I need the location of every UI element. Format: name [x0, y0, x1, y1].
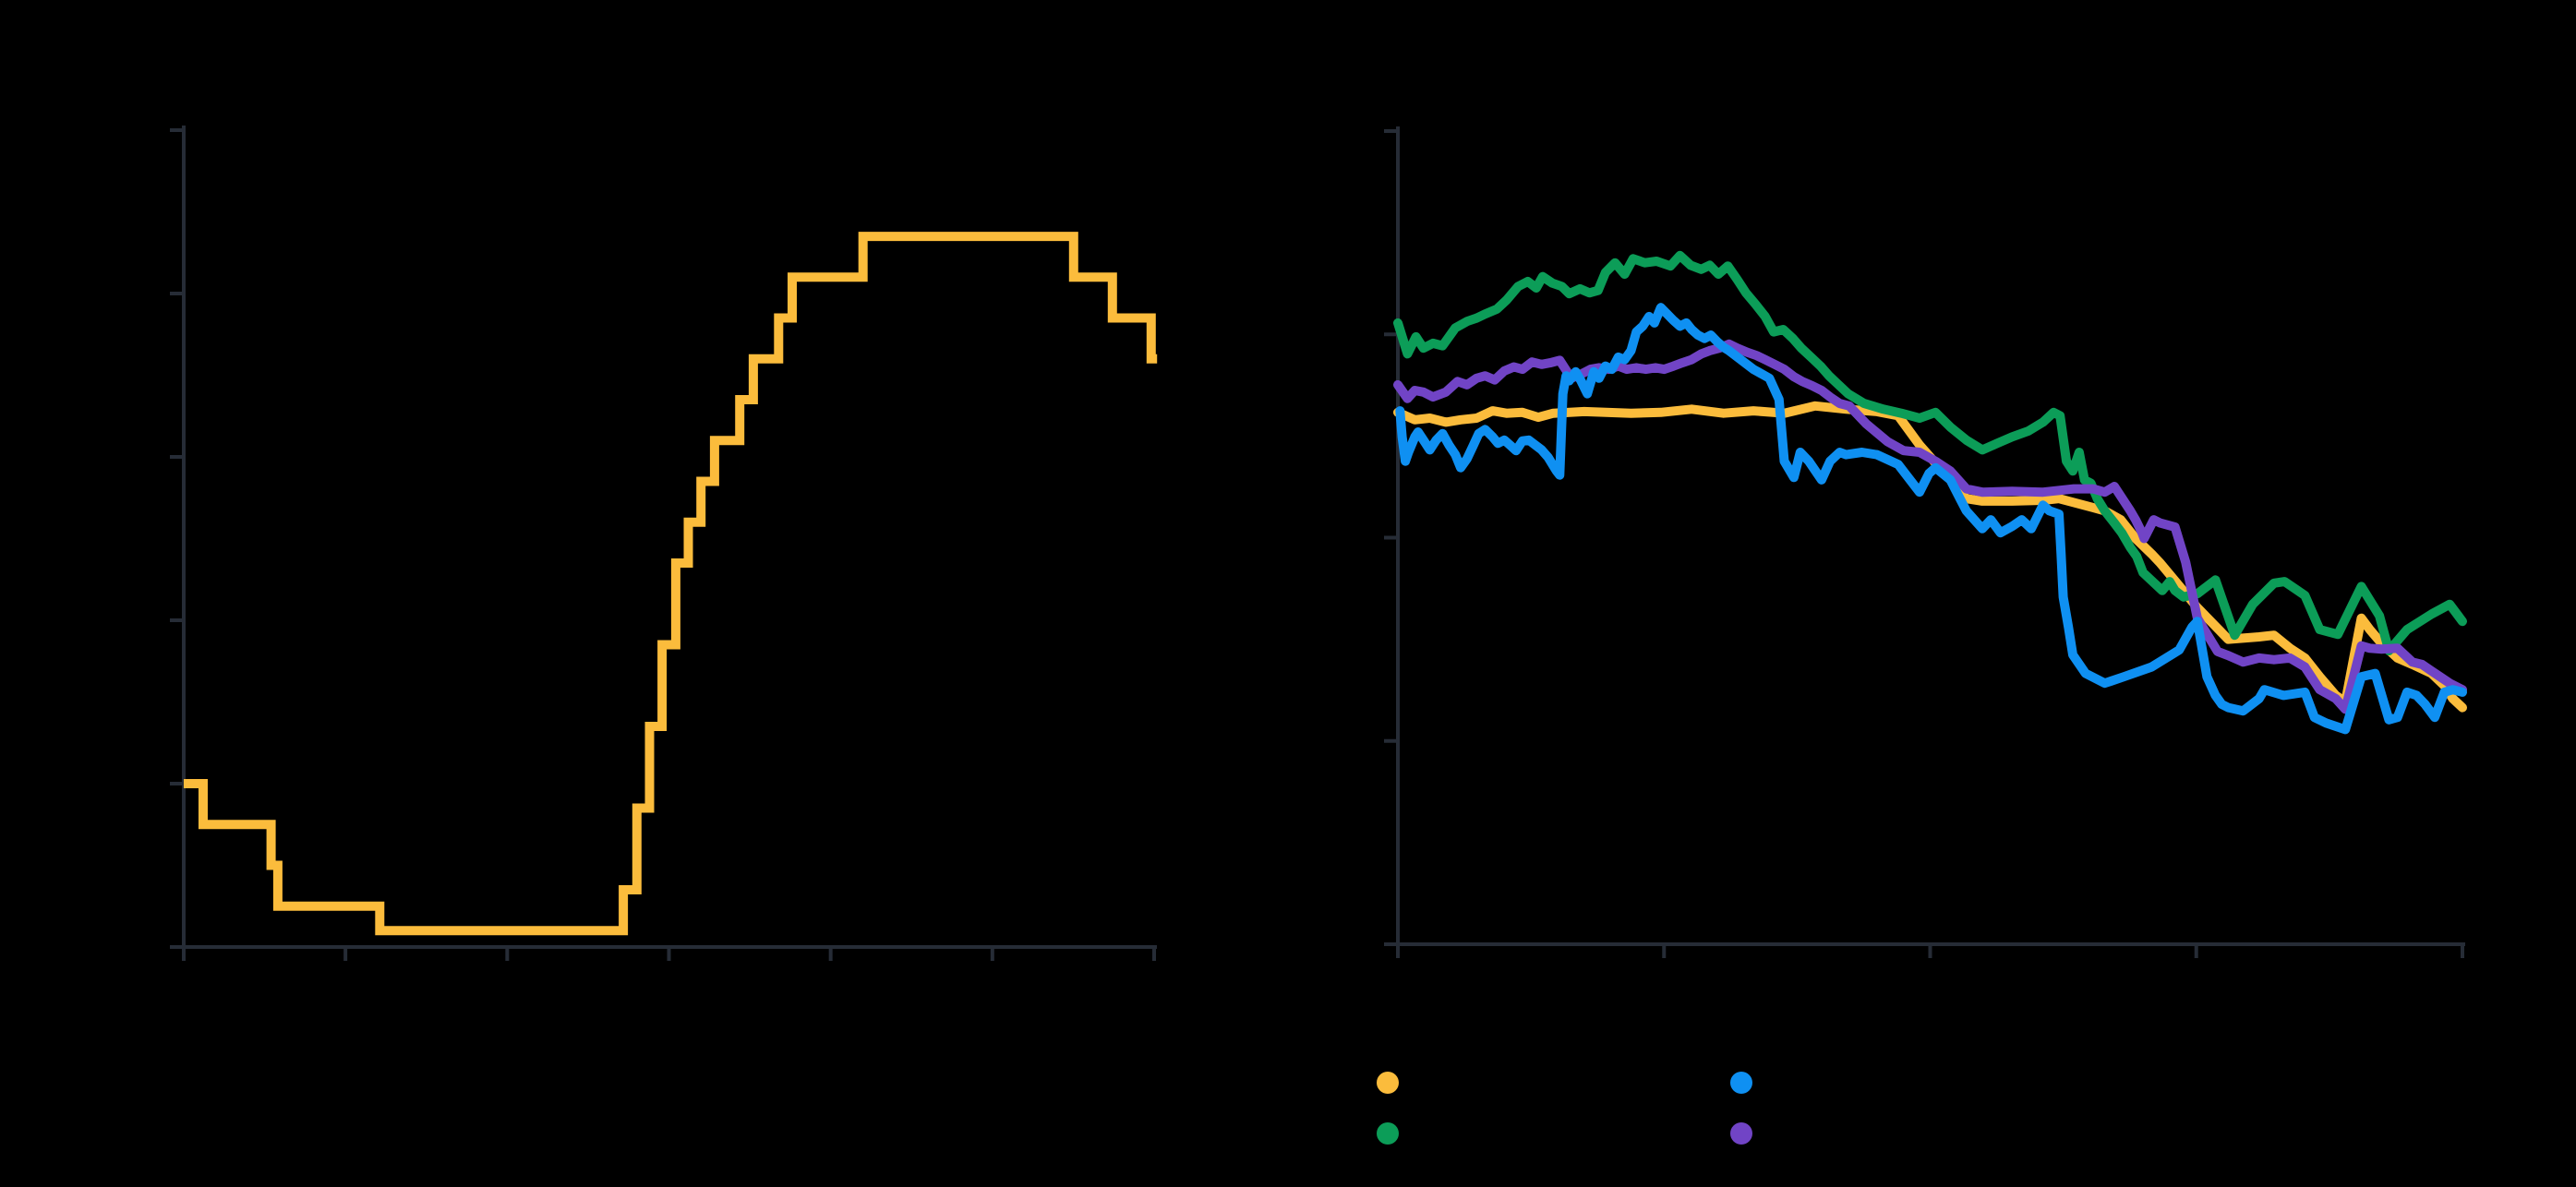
blue-line — [1395, 303, 2467, 735]
policy-rate-step-line — [184, 232, 1158, 936]
legend — [1377, 1072, 1752, 1145]
purple-line — [1393, 339, 2467, 714]
left-chart-axes — [170, 126, 1157, 961]
legend-dot-yellow — [1377, 1072, 1399, 1094]
right-chart-series — [1393, 250, 2467, 735]
left-chart-series — [184, 232, 1158, 936]
legend-dot-green — [1377, 1122, 1399, 1145]
legend-dot-blue — [1730, 1072, 1752, 1094]
right-chart-axes — [1384, 126, 2465, 958]
legend-dot-purple — [1730, 1122, 1752, 1145]
